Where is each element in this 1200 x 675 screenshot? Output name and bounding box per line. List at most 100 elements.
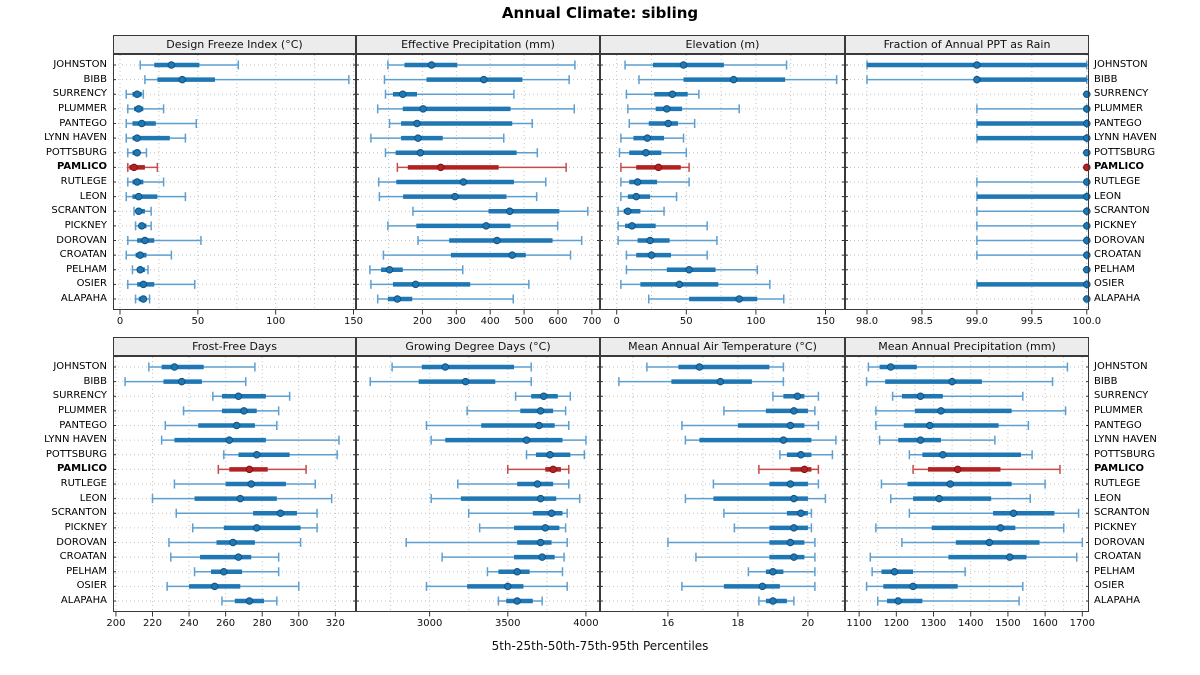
site-label-left-0-2: SURRENCY [52,88,107,100]
strip-title: Mean Annual Air Temperature (°C) [600,337,845,356]
site-label-left-0-5: LYNN HAVEN [44,132,107,144]
site-label-right-0-6: POTTSBURG [1094,146,1156,158]
site-label-left-0-4: PANTEGO [59,117,107,129]
axis-tick-label: 600 [548,316,568,327]
site-label-right-1-7: PAMLICO [1094,463,1145,475]
site-label-right-1-13: CROATAN [1094,551,1142,563]
site-label-left-1-2: SURRENCY [52,390,107,402]
strip-title: Elevation (m) [600,35,845,54]
site-label-right-0-9: LEON [1094,190,1122,202]
site-label-right-0-11: PICKNEY [1094,219,1137,231]
axis-tick-label: 150 [343,316,364,327]
axis-tick-label: 100 [746,316,766,327]
site-label-right-0-10: SCRANTON [1094,205,1150,217]
site-label-left-1-12: DOROVAN [56,536,107,548]
site-label-right-0-0: JOHNSTON [1094,59,1148,70]
axis-tick-label: 200 [412,316,432,327]
axis-tick-label: 3000 [416,618,443,629]
axis-tick-label: 4000 [573,618,599,629]
site-label-left-0-12: DOROVAN [56,234,107,246]
strip-title: Fraction of Annual PPT as Rain [845,35,1089,54]
panel-1-0 [113,356,356,617]
site-label-right-0-3: PLUMMER [1094,102,1143,114]
site-label-left-0-13: CROATAN [59,249,107,261]
site-label-right-1-0: JOHNSTON [1094,361,1148,372]
site-label-right-1-1: BIBB [1094,375,1118,387]
axis-tick-label: 700 [582,316,602,327]
axis-tick-label: 1400 [957,618,984,629]
axis-tick-label: 99.0 [965,316,989,327]
site-label-left-1-8: RUTLEGE [60,478,107,489]
panel-0-3 [845,54,1091,315]
site-label-right-1-12: DOROVAN [1094,536,1145,548]
site-label-left-1-16: ALAPAHA [60,595,107,606]
site-label-left-0-7: PAMLICO [56,161,107,173]
site-label-left-0-9: LEON [79,190,107,202]
axis-tick-label: 220 [142,618,163,629]
site-label-right-1-3: PLUMMER [1094,404,1143,416]
axis-tick-label: 280 [252,618,272,629]
panel-1-2 [600,356,845,617]
axis-tick-label: 20 [801,618,815,629]
strip-title: Effective Precipitation (mm) [356,35,600,54]
axis-tick-label: 400 [480,316,500,327]
site-label-right-0-5: LYNN HAVEN [1094,132,1157,144]
site-label-left-0-15: OSIER [76,278,107,290]
axis-tick-label: 98.0 [855,316,879,327]
strip-title: Design Freeze Index (°C) [113,35,356,54]
panel-0-0 [113,54,356,315]
axis-tick-label: 200 [106,618,126,629]
site-label-left-1-1: BIBB [83,375,107,387]
site-label-right-1-2: SURRENCY [1094,390,1149,402]
site-label-right-1-4: PANTEGO [1094,419,1142,431]
site-label-right-1-9: LEON [1094,492,1122,504]
figure-title: Annual Climate: sibling [501,4,699,22]
site-label-right-0-14: PELHAM [1094,263,1135,275]
site-label-left-0-1: BIBB [83,73,107,85]
axis-tick-label: 0 [613,316,620,327]
site-label-left-0-14: PELHAM [66,263,107,275]
axis-tick-label: 99.5 [1020,316,1043,327]
site-label-left-1-7: PAMLICO [56,463,107,475]
site-label-right-1-14: PELHAM [1094,565,1135,577]
site-label-left-0-3: PLUMMER [58,102,107,114]
axis-tick-label: 260 [216,618,236,629]
axis-tick-label: 1500 [995,618,1021,629]
site-label-right-0-13: CROATAN [1094,249,1142,261]
site-label-right-0-4: PANTEGO [1094,117,1142,129]
site-label-left-0-16: ALAPAHA [60,293,107,304]
site-label-left-1-0: JOHNSTON [53,361,107,372]
strip-title: Frost-Free Days [113,337,356,356]
axis-tick-label: 1700 [1069,618,1096,629]
site-label-right-0-8: RUTLEGE [1094,176,1141,187]
site-label-left-1-4: PANTEGO [59,419,107,431]
axis-tick-label: 240 [179,618,199,629]
axis-tick-label: 50 [679,316,693,327]
axis-tick-label: 98.5 [910,316,934,327]
axis-tick-label: 3500 [495,618,521,629]
site-label-right-1-11: PICKNEY [1094,521,1137,533]
site-label-left-1-10: SCRANTON [51,507,107,519]
site-label-left-1-14: PELHAM [66,565,107,577]
panel-1-1 [356,356,600,617]
site-label-left-0-8: RUTLEGE [60,176,107,187]
axis-tick-label: 16 [661,618,675,629]
strip-title: Growing Degree Days (°C) [356,337,600,356]
axis-tick-label: 500 [514,316,534,327]
site-label-right-0-12: DOROVAN [1094,234,1145,246]
site-label-right-0-15: OSIER [1094,278,1125,290]
site-label-right-0-7: PAMLICO [1094,161,1145,173]
axis-tick-label: 100 [266,316,286,327]
site-label-left-0-10: SCRANTON [51,205,107,217]
axis-tick-label: 150 [815,316,836,327]
axis-tick-label: 320 [325,618,345,629]
axis-tick-label: 300 [289,618,309,629]
site-label-right-1-5: LYNN HAVEN [1094,434,1157,446]
panel-0-1 [356,54,600,315]
site-label-right-1-16: ALAPAHA [1094,595,1141,606]
site-label-left-1-5: LYNN HAVEN [44,434,107,446]
site-label-left-1-15: OSIER [76,580,107,592]
site-label-left-1-11: PICKNEY [64,521,107,533]
panel-1-3 [845,356,1089,617]
percentile-caption: 5th-25th-50th-75th-95th Percentiles [491,639,709,653]
